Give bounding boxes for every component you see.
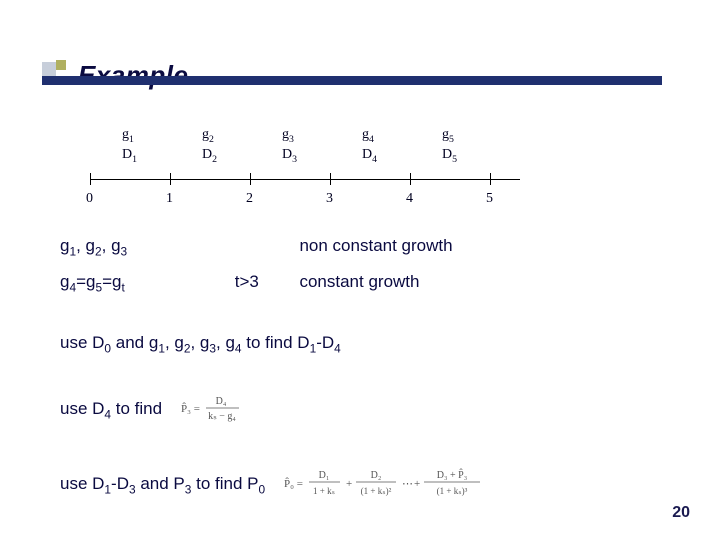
timeline-d-label: D4	[362, 147, 377, 163]
timeline-g-label: g1	[122, 127, 134, 143]
g123: g1, g2, g3	[60, 233, 230, 259]
sub: 3	[209, 341, 216, 355]
p3-num: D₄	[216, 396, 227, 407]
timeline-d-label: D3	[282, 147, 297, 163]
svg-text:⋯: ⋯	[402, 478, 413, 490]
sub: 4	[235, 341, 242, 355]
sub: 2	[95, 244, 102, 258]
svg-text:+: +	[346, 478, 352, 490]
timeline-number: 1	[166, 191, 173, 207]
formula-p3: P̂₃ = D₄ kₛ − g₄	[181, 392, 251, 429]
txt: and g	[111, 333, 158, 352]
timeline-d-label: D2	[202, 147, 217, 163]
slide-number: 20	[672, 504, 690, 522]
txt: , g	[190, 333, 209, 352]
timeline-number: 5	[486, 191, 493, 207]
timeline-tick	[490, 173, 491, 185]
timeline-number: 4	[406, 191, 413, 207]
timeline-tick	[170, 173, 171, 185]
formula-p0: P̂₀ = D₁ 1 + kₛ + D₂ (1 + kₛ)² ⋯ + D₃ + …	[284, 465, 504, 506]
body: g1, g2, g3 non constant growth g4=g5=gt …	[60, 233, 660, 506]
txt: , g	[102, 236, 121, 255]
timeline-number: 3	[326, 191, 333, 207]
txt: -D	[111, 474, 129, 493]
timeline-g-label: g5	[442, 127, 454, 143]
timeline-tick	[410, 173, 411, 185]
txt: to find D	[242, 333, 310, 352]
accent-topright	[56, 60, 66, 70]
timeline-g-label: g4	[362, 127, 374, 143]
sub: 4	[334, 341, 341, 355]
txt: to find	[111, 399, 162, 418]
timeline-d-label: D5	[442, 147, 457, 163]
p3-lhs: P̂₃ =	[181, 401, 200, 414]
timeline-g-label: g3	[282, 127, 294, 143]
constant-label: constant growth	[299, 269, 419, 295]
sub: 0	[259, 483, 266, 497]
svg-text:+: +	[414, 478, 420, 490]
timeline-d-label: D1	[122, 147, 137, 163]
timeline-tick	[250, 173, 251, 185]
t-gt-3: t>3	[235, 269, 295, 295]
txt: to find P	[191, 474, 258, 493]
timeline-number: 2	[246, 191, 253, 207]
sub: 3	[129, 483, 136, 497]
timeline-diagram: 01g1D12g2D23g3D34g4D45g5D5	[90, 121, 520, 211]
timeline-g-label: g2	[202, 127, 214, 143]
txt: use D	[60, 333, 104, 352]
svg-text:D₃ + P̂₃: D₃ + P̂₃	[437, 468, 467, 481]
timeline-tick	[90, 173, 91, 185]
growth-line-1: g1, g2, g3 non constant growth	[60, 233, 660, 259]
step-2: use D4 to find P̂₃ = D₄ kₛ − g₄	[60, 392, 660, 429]
p3-den: kₛ − g₄	[208, 411, 236, 422]
txt: use D	[60, 474, 104, 493]
svg-text:(1 + kₛ)³: (1 + kₛ)³	[437, 486, 468, 496]
svg-text:1 + kₛ: 1 + kₛ	[313, 486, 335, 496]
step-3: use D1-D3 and P3 to find P0 P̂₀ = D₁ 1 +…	[60, 465, 660, 506]
accent-bottom	[42, 76, 662, 85]
txt: , g	[216, 333, 235, 352]
sub: t	[122, 280, 125, 294]
step-1: use D0 and g1, g2, g3, g4 to find D1-D4	[60, 330, 660, 356]
txt: =g	[102, 272, 121, 291]
g45t: g4=g5=gt	[60, 269, 230, 295]
txt: use D	[60, 399, 104, 418]
txt: , g	[165, 333, 184, 352]
p0-lhs: P̂₀ =	[284, 476, 303, 489]
slide: Example 0 1 g1 D1 2 g2 D2 3 g3 D3 4 g4 D4 5 g5 D5 g1, g…	[0, 0, 720, 540]
growth-line-2: g4=g5=gt t>3 constant growth	[60, 269, 660, 295]
timeline-tick	[330, 173, 331, 185]
sub: 1	[158, 341, 165, 355]
sub: 3	[121, 244, 128, 258]
txt: , g	[76, 236, 95, 255]
txt: -D	[316, 333, 334, 352]
accent-left	[42, 62, 56, 76]
title-block: Example	[60, 60, 660, 91]
timeline-axis	[90, 179, 520, 180]
svg-text:D₂: D₂	[371, 470, 382, 481]
timeline-number: 0	[86, 191, 93, 207]
svg-text:(1 + kₛ)²: (1 + kₛ)²	[361, 486, 392, 496]
txt: =g	[76, 272, 95, 291]
txt: and P	[136, 474, 185, 493]
svg-text:D₁: D₁	[319, 470, 330, 481]
nonconstant-label: non constant growth	[299, 233, 452, 259]
